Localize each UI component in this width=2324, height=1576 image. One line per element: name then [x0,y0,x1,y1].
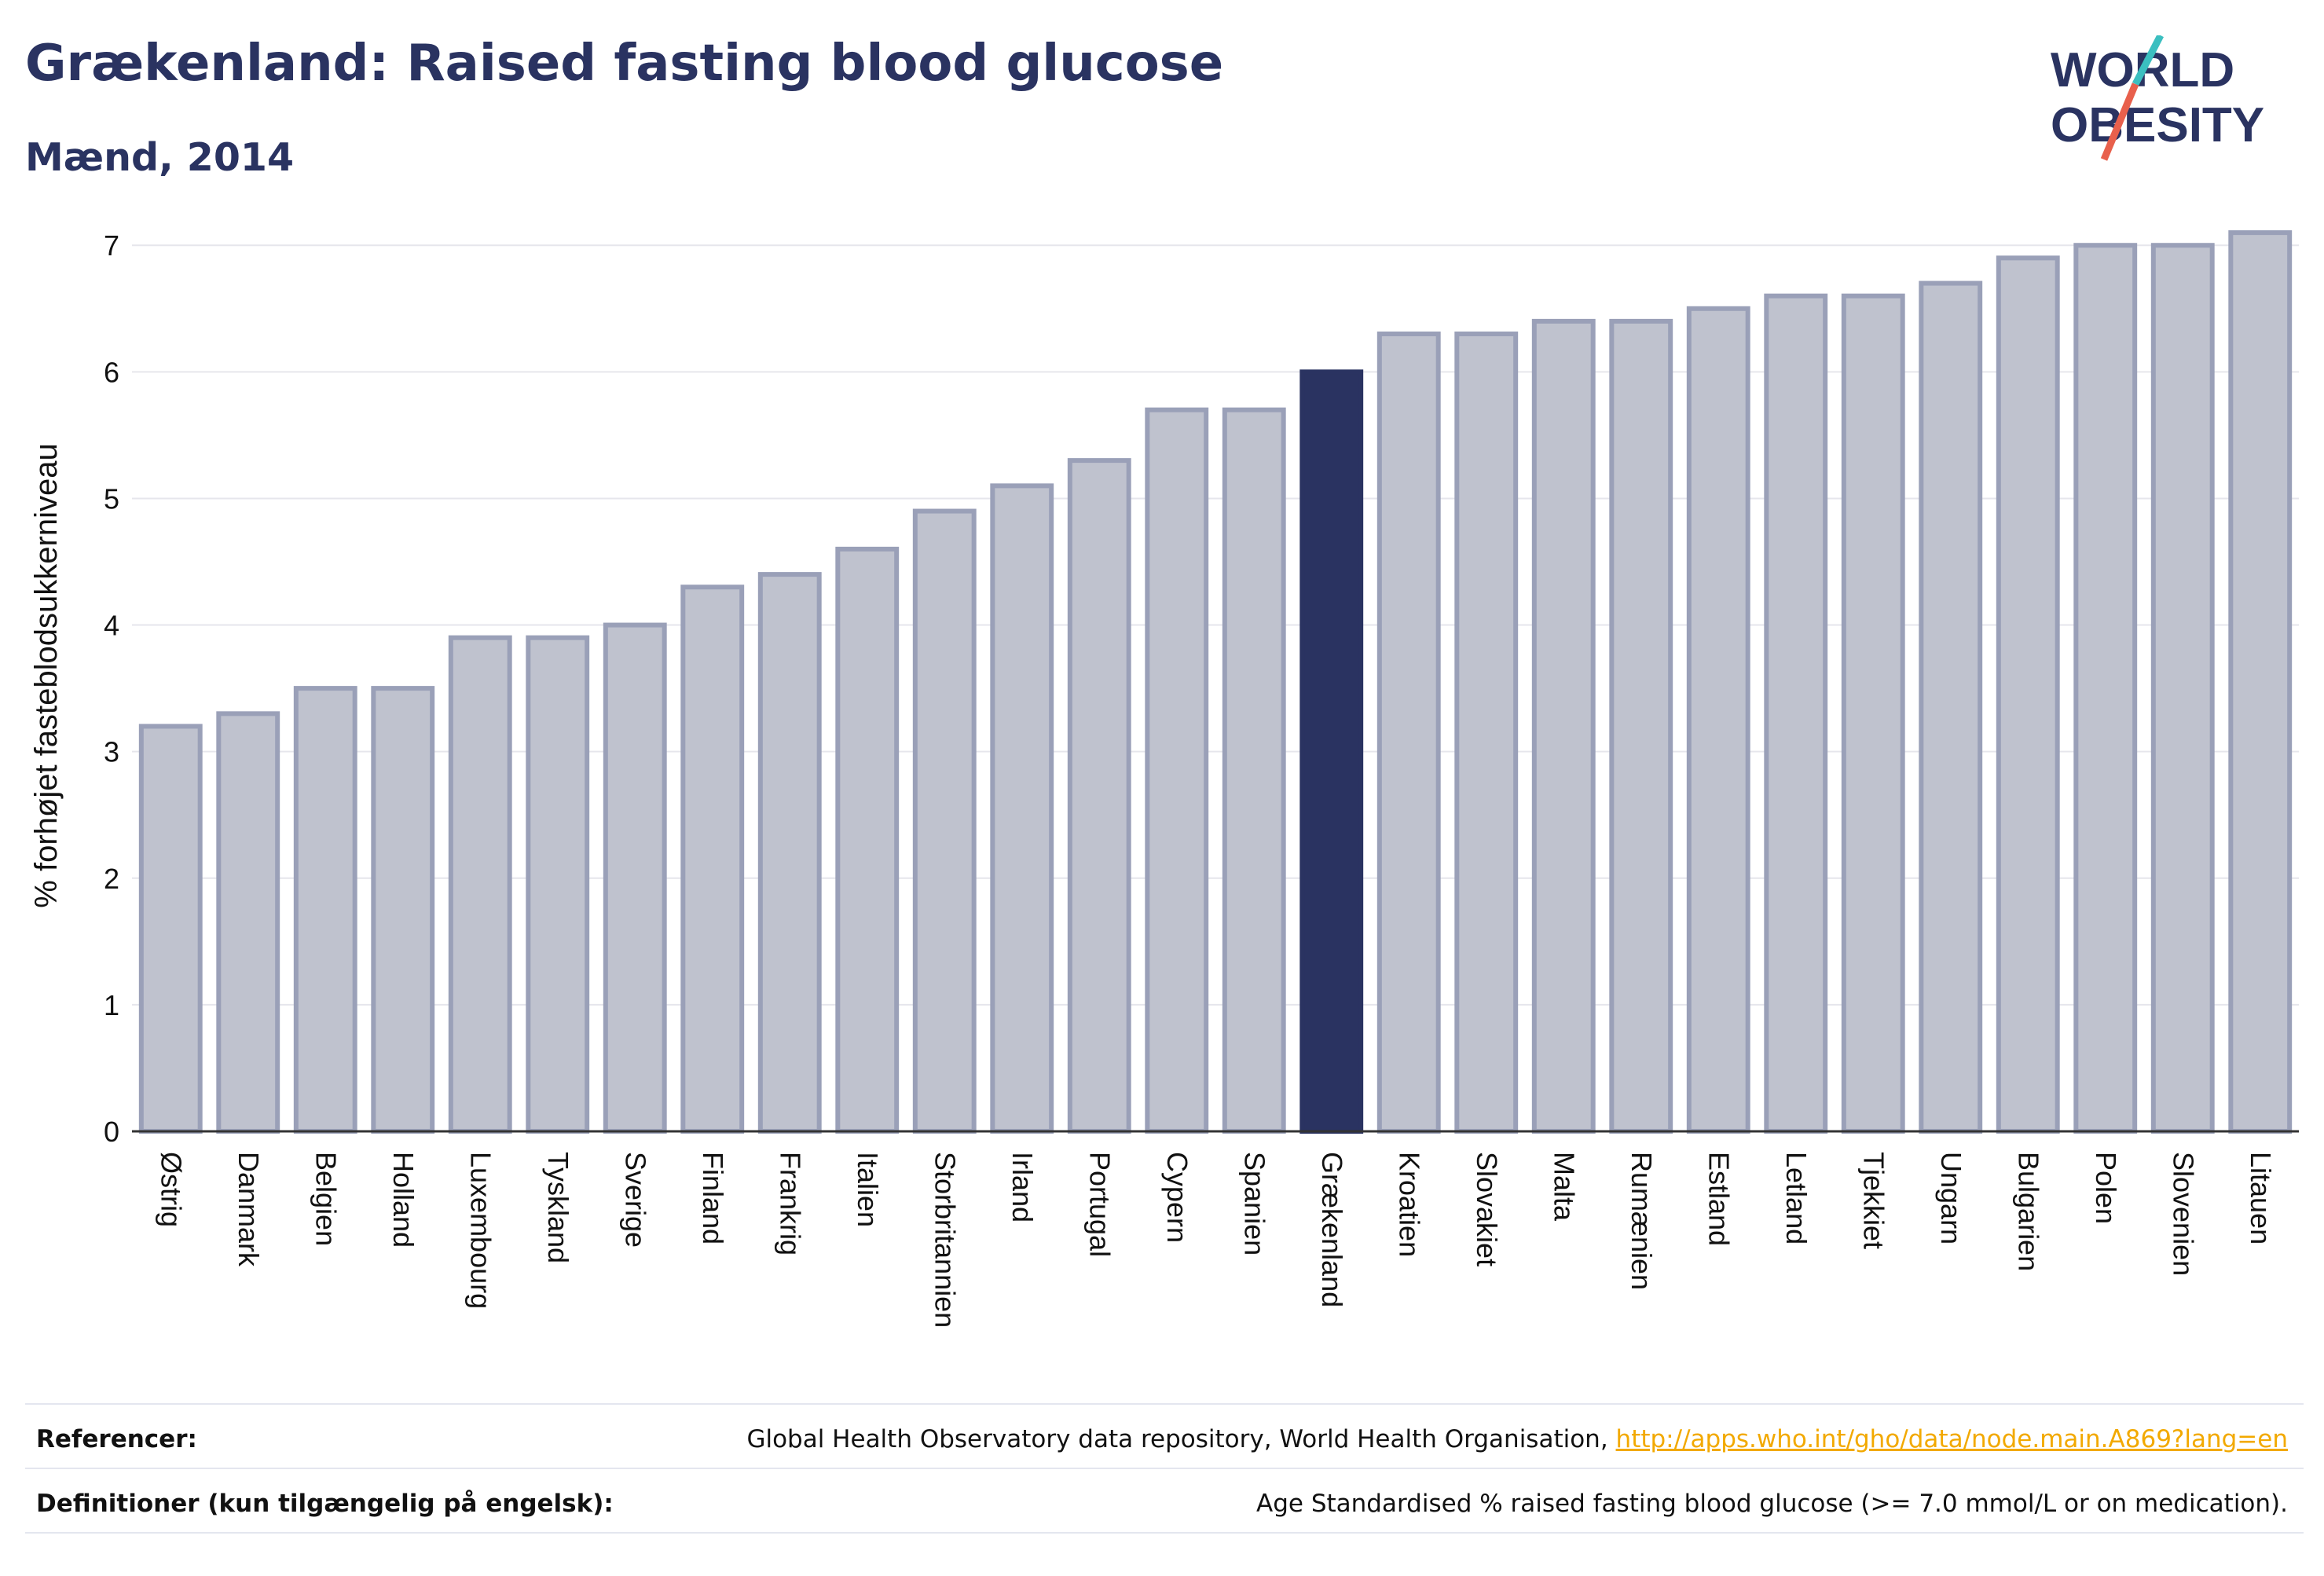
y-axis-label: % forhøjet fasteblodsukkerniveau [29,443,64,907]
logo-slash-teal [2132,35,2164,86]
y-tick-label: 1 [104,989,119,1021]
world-obesity-logo: WORLD OBESITY [2051,35,2264,161]
bar [1996,255,2060,1134]
x-tick-label: Litauen [2245,1152,2277,1244]
y-tick-label: 7 [104,229,119,262]
x-tick-label: Polen [2090,1152,2122,1224]
x-tick-label: Slovenien [2167,1152,2199,1276]
x-tick-label: Storbritannien [929,1152,961,1328]
x-tick-label: Estland [1703,1152,1735,1246]
chart-title: Grækenland: Raised fasting blood glucose [25,35,1224,93]
x-tick-label: Italien [852,1152,884,1227]
y-tick-label: 0 [104,1116,119,1148]
x-tick-label: Portugal [1083,1152,1116,1257]
x-tick-label: Østrig [155,1152,187,1227]
x-tick-label: Slovakiet [1471,1152,1503,1266]
y-tick-labels: 0 1 2 3 4 5 6 7 [104,229,119,1148]
x-tick-label: Luxembourg [464,1152,497,1309]
bar [293,686,357,1134]
x-tick-label: Cypern [1161,1152,1193,1243]
x-tick-label: Letland [1780,1152,1813,1244]
bar [990,483,1054,1134]
bar [526,635,590,1134]
bar [912,508,977,1134]
x-tick-label: Tjekkiet [1857,1152,1890,1249]
y-tick-label: 4 [104,610,119,642]
bar [1764,293,1828,1134]
y-tick-label: 6 [104,356,119,388]
bar [2150,243,2215,1134]
x-tick-label: Malta [1548,1152,1580,1222]
x-tick-labels: Østrig Danmark Belgien Holland Luxembourg Tys… [155,1152,2277,1328]
bar [2073,243,2138,1134]
definitions-label: Definitioner (kun tilgængelig på engelsk… [36,1490,614,1518]
x-tick-label: Ungarn [1935,1152,1967,1244]
x-tick-label: Spanien [1238,1152,1270,1255]
bar [448,635,512,1134]
x-tick-label: Belgien [310,1152,342,1246]
references-value: Global Health Observatory data repositor… [746,1425,2288,1453]
x-tick-label: Rumænien [1626,1152,1658,1290]
y-tick-label: 3 [104,736,119,768]
bar [1841,293,1905,1134]
x-tick-label: Bulgarien [2012,1152,2044,1271]
bar [1919,280,1983,1134]
footer-divider-bottom [25,1532,2304,1534]
x-tick-label: Tyskland [542,1152,574,1263]
bar [2228,230,2293,1134]
x-tick-label: Holland [387,1152,420,1248]
x-tick-label: Frankrig [774,1152,806,1255]
bar [371,686,435,1134]
logo-slash-red [2100,82,2139,161]
bar [835,546,900,1134]
bar-highlighted [1299,369,1364,1134]
bar [1222,407,1286,1134]
x-tick-label: Finland [697,1152,729,1244]
x-tick-label: Irland [1006,1152,1039,1222]
footer-divider-top [25,1403,2304,1405]
bar [1376,332,1441,1134]
references-link[interactable]: http://apps.who.int/gho/data/node.main.A… [1615,1425,2288,1453]
logo-text-obesity: OBESITY [2051,98,2264,152]
y-tick-label: 2 [104,863,119,895]
bar [1454,332,1519,1134]
bar [138,724,203,1134]
x-tick-label: Kroatien [1393,1152,1425,1257]
bar [603,622,667,1134]
bar [216,711,280,1134]
bar [1531,318,1596,1134]
chart-subtitle: Mænd, 2014 [25,135,295,180]
bar [1067,458,1131,1134]
bar [1609,318,1673,1134]
bar [1686,306,1750,1134]
bar [757,572,822,1134]
x-tick-label: Grækenland [1316,1152,1348,1307]
bars [138,230,2293,1134]
bar-chart: 0 1 2 3 4 5 6 7 Østrig Danmark Belgien Holland Luxe… [29,229,2299,1328]
footer-divider-middle [25,1468,2304,1469]
references-text: Global Health Observatory data repositor… [746,1425,1616,1453]
bar [1145,407,1209,1134]
y-tick-label: 5 [104,482,119,515]
x-tick-label: Danmark [233,1152,265,1267]
x-tick-label: Sverige [619,1152,651,1248]
definitions-value: Age Standardised % raised fasting blood … [1256,1490,2288,1518]
references-label: Referencer: [36,1425,197,1453]
bar [680,585,745,1134]
